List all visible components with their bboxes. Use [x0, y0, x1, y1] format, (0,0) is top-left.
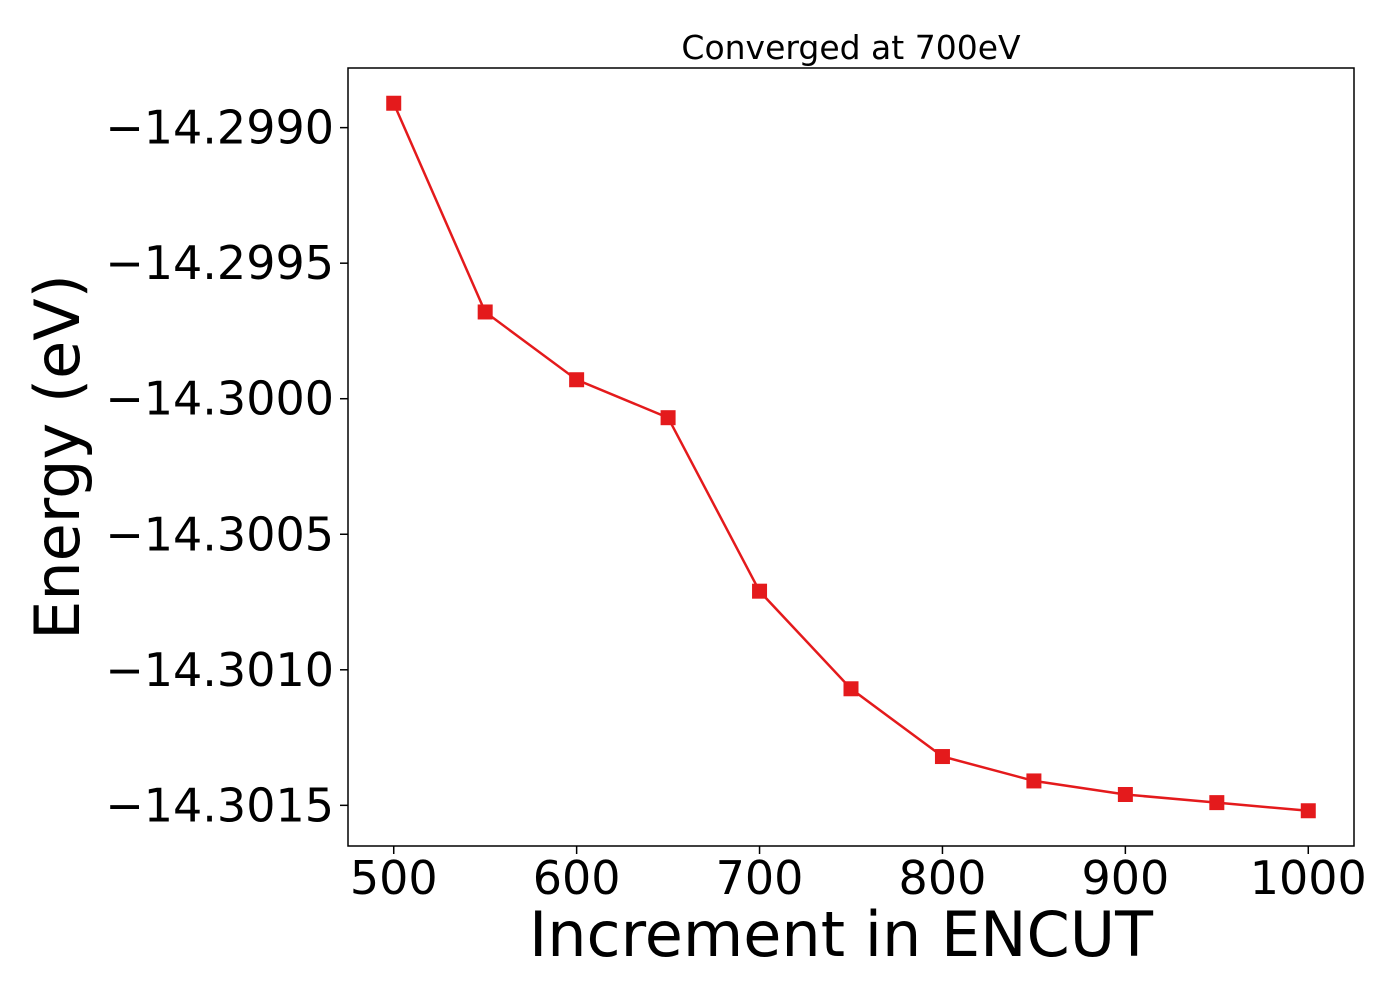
- x-tick-label: 900: [1081, 851, 1169, 905]
- data-point-marker: [1117, 786, 1133, 802]
- data-point-marker: [569, 372, 585, 388]
- x-tick-label: 600: [533, 851, 621, 905]
- y-tick-label: −14.3005: [105, 507, 334, 561]
- data-point-marker: [1209, 795, 1225, 811]
- y-axis: −14.2990 −14.2995 −14.3000 −14.3005 −14.3010…: [105, 101, 348, 832]
- series-line: [392, 102, 1309, 813]
- data-point-marker: [752, 583, 768, 599]
- x-tick-label: 500: [350, 851, 438, 905]
- x-tick-label: 700: [716, 851, 804, 905]
- plot-area: [386, 95, 1316, 819]
- y-tick-label: −14.2995: [105, 236, 334, 290]
- data-point-marker: [1300, 803, 1316, 819]
- y-tick-label: −14.3015: [105, 778, 334, 832]
- x-tick-label: 800: [899, 851, 987, 905]
- y-axis-title: Energy (eV): [21, 274, 94, 640]
- chart-title: Converged at 700eV: [681, 28, 1021, 67]
- data-point-marker: [843, 681, 859, 697]
- data-point-marker: [477, 304, 493, 320]
- x-axis-title: Increment in ENCUT: [529, 898, 1154, 971]
- y-tick-label: −14.3000: [105, 372, 334, 426]
- y-tick-label: −14.2990: [105, 101, 334, 155]
- plot-frame: [347, 67, 1355, 847]
- data-point-marker: [386, 95, 402, 111]
- data-point-marker: [660, 410, 676, 426]
- y-tick-label: −14.3010: [105, 643, 334, 697]
- data-point-marker: [934, 749, 950, 765]
- x-axis: 500 600 700 800 900 1000: [350, 846, 1367, 905]
- data-point-marker: [1026, 773, 1042, 789]
- x-tick-label: 1000: [1250, 851, 1367, 905]
